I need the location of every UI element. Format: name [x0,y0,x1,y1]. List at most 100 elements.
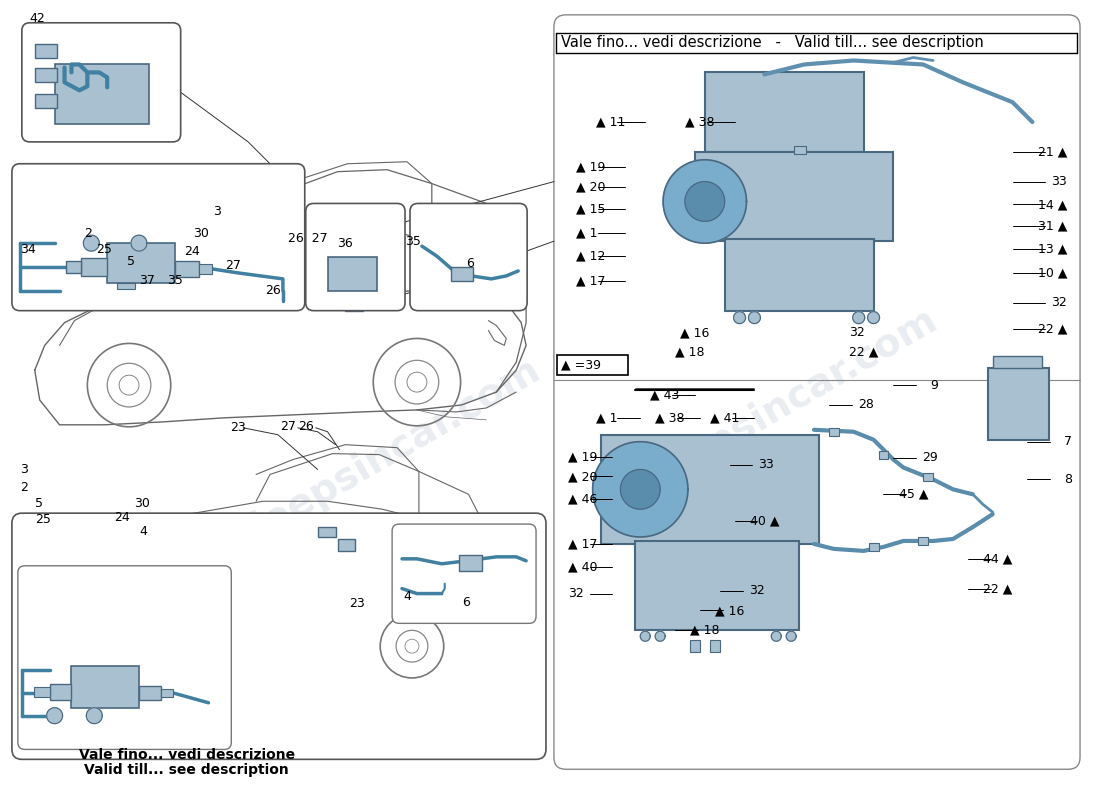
Text: ▲ 16: ▲ 16 [715,604,745,617]
Bar [988,368,1049,440]
Text: 37: 37 [139,274,155,287]
Text: 23: 23 [350,597,365,610]
Bar [81,258,107,276]
Bar [318,527,336,537]
Polygon shape [87,708,102,724]
Text: ▲ 16: ▲ 16 [680,326,710,339]
Text: ▲ =39: ▲ =39 [561,358,601,372]
FancyBboxPatch shape [12,164,305,310]
Text: jeepsincar.com: jeepsincar.com [246,352,548,547]
Bar [72,666,139,708]
Text: ▲ 18: ▲ 18 [690,624,719,637]
Bar [992,356,1043,368]
Text: 30: 30 [194,226,209,240]
Text: jeepsincar.com: jeepsincar.com [644,302,945,498]
Bar [879,450,889,458]
Bar [198,264,212,274]
Text: 32: 32 [1052,296,1067,310]
Bar [918,537,928,545]
Text: ▲ 46: ▲ 46 [568,493,597,506]
Polygon shape [771,631,781,642]
Polygon shape [663,160,747,243]
FancyBboxPatch shape [392,524,536,623]
Bar [117,283,135,289]
Polygon shape [786,631,796,642]
Bar [50,684,72,700]
Text: 45 ▲: 45 ▲ [899,488,928,501]
Text: 9: 9 [931,378,938,392]
Bar [139,686,161,700]
Bar [451,267,473,281]
Text: 3: 3 [213,205,221,218]
Bar [161,689,173,697]
Polygon shape [593,442,688,537]
Bar [55,65,148,124]
Text: 21 ▲: 21 ▲ [1037,146,1067,158]
Text: 36: 36 [338,237,353,250]
Bar [923,474,933,482]
Text: ▲ 19: ▲ 19 [575,160,605,174]
Text: Vale fino... vedi descrizione   -   Valid till... see description: Vale fino... vedi descrizione - Valid ti… [561,35,983,50]
Text: 27: 27 [279,420,296,434]
Text: 33: 33 [759,458,774,471]
Text: 13 ▲: 13 ▲ [1037,242,1067,256]
Bar [35,44,56,58]
Text: 23: 23 [230,422,246,434]
Bar [557,355,628,375]
Bar [695,152,893,241]
Text: 42: 42 [30,12,45,26]
FancyBboxPatch shape [12,513,546,759]
Text: 31 ▲: 31 ▲ [1037,220,1067,233]
Bar [636,541,799,630]
Text: 22 ▲: 22 ▲ [1037,322,1067,335]
Text: 44 ▲: 44 ▲ [983,552,1012,566]
Text: 35: 35 [167,274,183,287]
Text: 14 ▲: 14 ▲ [1037,198,1067,211]
Text: 24: 24 [114,510,130,524]
Text: 32: 32 [849,326,865,339]
Text: 25: 25 [97,242,112,256]
Polygon shape [46,708,63,724]
Bar [66,261,81,273]
Polygon shape [852,312,865,323]
Bar [710,640,719,652]
Polygon shape [131,235,147,251]
Text: 40 ▲: 40 ▲ [750,514,779,528]
Text: 34: 34 [20,242,35,256]
FancyBboxPatch shape [554,15,1080,770]
Text: 2: 2 [85,226,92,240]
Text: 24: 24 [184,245,199,258]
Bar [345,298,363,310]
Bar [869,543,879,551]
Text: 27: 27 [226,259,241,273]
Text: 3: 3 [20,463,28,476]
Text: ▲ 38: ▲ 38 [656,411,684,424]
Polygon shape [685,182,725,222]
Polygon shape [620,470,660,509]
Text: 22 ▲: 22 ▲ [983,582,1012,595]
Text: 25: 25 [35,513,51,526]
Text: Vale fino... vedi descrizione: Vale fino... vedi descrizione [78,748,295,762]
Text: 28: 28 [858,398,873,411]
Bar [829,428,839,436]
Polygon shape [656,631,666,642]
Text: ▲ 41: ▲ 41 [710,411,739,424]
Text: 30: 30 [134,497,150,510]
Text: ▲ 40: ▲ 40 [568,560,597,574]
Text: 6: 6 [463,596,471,609]
Polygon shape [868,312,880,323]
Text: ▲ 11: ▲ 11 [595,115,625,129]
Bar [328,257,377,291]
Text: ▲ 1: ▲ 1 [575,226,597,240]
Text: ▲ 15: ▲ 15 [575,203,605,216]
Text: 4: 4 [403,590,411,603]
FancyBboxPatch shape [306,203,405,310]
Bar [34,687,50,697]
Bar [705,73,864,152]
Text: 26  27: 26 27 [288,232,328,245]
Text: 2: 2 [20,481,28,494]
Text: ▲ 19: ▲ 19 [568,450,597,463]
FancyBboxPatch shape [22,22,180,142]
Bar [725,239,873,310]
Text: Valid till... see description: Valid till... see description [85,763,289,778]
